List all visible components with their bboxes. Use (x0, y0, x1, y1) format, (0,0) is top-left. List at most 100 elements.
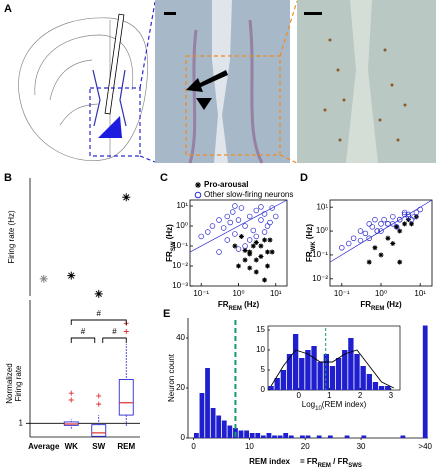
x-axis-label: REM index (249, 457, 290, 466)
y-tick-label: 5 (261, 365, 266, 374)
bar (385, 386, 391, 390)
bar (305, 435, 311, 438)
star-marker (247, 265, 253, 271)
x-axis-formula: = FRREM / FRSWS (300, 457, 362, 468)
zoom-box (89, 87, 141, 157)
scale-bar (164, 12, 176, 15)
y-tick-label: 10 (256, 345, 265, 354)
circle-marker (413, 209, 420, 216)
x-tick-label: >40 (418, 442, 432, 451)
x-tick-label: 0 (296, 391, 301, 400)
circle-marker (357, 237, 364, 244)
circle-marker (232, 203, 238, 209)
bar (260, 435, 266, 438)
cell (328, 38, 332, 42)
ventricle-image (212, 0, 232, 163)
star-marker (39, 274, 48, 283)
panel-label: D (300, 172, 308, 184)
brain-schematic (18, 17, 148, 161)
circle-marker (232, 231, 238, 237)
bar (272, 435, 277, 438)
panel-label: E (163, 308, 170, 320)
probe (104, 13, 125, 115)
circle-marker (261, 229, 268, 235)
y-tick-label: 10⁻³ (172, 281, 188, 290)
bar (305, 350, 311, 390)
x-axis-label: FRREM (Hz) (218, 300, 260, 311)
circle-marker (362, 230, 369, 237)
star-marker (122, 193, 131, 202)
x-axis-label: FRREM (Hz) (360, 300, 402, 311)
circle-marker (250, 227, 257, 234)
y-axis-label: Normalized (5, 363, 14, 403)
star-marker (366, 259, 372, 265)
star-marker (262, 277, 268, 283)
panel-label: A (4, 3, 12, 15)
circle-marker (242, 243, 248, 249)
cell (378, 118, 382, 122)
significance-bracket (70, 337, 96, 343)
legend-marker (195, 182, 201, 188)
ventricle-image (346, 0, 378, 163)
star-marker (242, 247, 248, 253)
x-tick-label: 30 (357, 442, 366, 451)
bar (238, 430, 244, 438)
arrowhead (196, 98, 212, 110)
significance-label: # (112, 327, 117, 336)
zoom-box (185, 55, 281, 156)
x-axis-formula-part: / FR (331, 457, 349, 466)
bar (216, 415, 222, 438)
star-marker (232, 243, 238, 249)
y-axis-label: FRWK (Hz) (305, 224, 316, 262)
zoom-line (139, 1, 156, 89)
circle-marker (224, 237, 231, 243)
circle-marker (198, 233, 204, 240)
bar (348, 338, 354, 390)
x-axis-formula-part: = FR (300, 457, 318, 466)
plot-frame (329, 199, 433, 287)
y-axis-label: Firing rate (Hz) (7, 210, 16, 264)
circle-marker (216, 249, 222, 255)
bar (277, 435, 283, 438)
cell (342, 98, 346, 102)
box (91, 424, 107, 437)
panel-label: C (160, 172, 168, 184)
outlier (68, 397, 74, 403)
star-marker (265, 249, 271, 255)
circle-marker (374, 228, 380, 234)
star-marker (372, 245, 378, 251)
circle-marker (345, 240, 352, 247)
circle-marker (267, 219, 273, 226)
zoom-line (279, 0, 298, 57)
star-marker (405, 217, 411, 223)
circle-marker (246, 213, 253, 220)
x-tick-label: 20 (301, 442, 310, 451)
x-axis-formula-part: REM (318, 463, 331, 469)
star-marker (67, 271, 76, 280)
bar (361, 435, 367, 438)
x-tick-label: 10 (245, 442, 254, 451)
circle-marker (227, 219, 233, 226)
circle-marker (357, 228, 364, 234)
circle-marker (235, 217, 242, 223)
bar (400, 435, 406, 438)
cell (390, 83, 394, 87)
zoom-line (139, 155, 156, 163)
y-axis-label-part: FR (305, 251, 314, 262)
star-marker (265, 263, 271, 269)
cell (383, 48, 387, 52)
circle-marker (393, 224, 400, 230)
contour (49, 59, 99, 126)
y-tick-label: 10⁻¹ (172, 241, 188, 250)
bar (286, 354, 293, 390)
star-marker (253, 239, 259, 245)
contour (34, 34, 134, 96)
cell (336, 68, 340, 72)
star-marker (247, 251, 253, 257)
y-axis-label-part: (Hz) (165, 224, 174, 242)
x-tick-label: Average (28, 442, 60, 451)
x-axis-label-part: FR (360, 300, 371, 309)
legend-marker (194, 191, 202, 199)
zoom-line (279, 154, 298, 164)
y-tick-label: 10¹ (316, 202, 328, 211)
